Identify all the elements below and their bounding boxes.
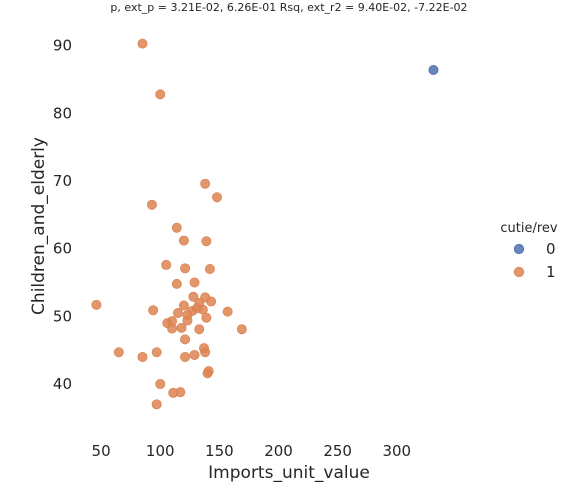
- legend-label: 0: [546, 240, 556, 258]
- x-tick-label: 150: [205, 442, 234, 460]
- y-tick-label: 40: [53, 375, 72, 393]
- legend-entries: 01: [513, 240, 556, 281]
- legend-label: 1: [546, 263, 556, 281]
- data-point-series-1: [172, 307, 183, 318]
- data-point-series-1: [151, 399, 162, 410]
- x-tick-label: 50: [92, 442, 111, 460]
- y-axis-ticks: 40 50 60 70 80 90: [53, 37, 72, 393]
- data-point-series-1: [236, 324, 247, 335]
- legend-marker: [513, 266, 525, 278]
- data-point-series-1: [189, 349, 200, 360]
- data-points: [91, 38, 439, 410]
- data-point-series-1: [180, 263, 191, 274]
- data-point-series-1: [178, 300, 189, 311]
- data-point-series-1: [222, 306, 233, 317]
- x-tick-label: 200: [264, 442, 293, 460]
- y-tick-label: 60: [53, 240, 72, 258]
- data-point-series-1: [155, 89, 166, 100]
- data-point-series-1: [180, 334, 191, 345]
- data-point-series-1: [212, 192, 223, 203]
- y-tick-label: 50: [53, 307, 72, 325]
- data-point-series-1: [151, 347, 162, 358]
- data-point-series-1: [155, 379, 166, 390]
- data-point-series-1: [148, 305, 159, 316]
- data-point-series-1: [137, 38, 148, 49]
- x-tick-label: 250: [323, 442, 352, 460]
- y-axis-label: Children_and_elderly: [29, 137, 49, 315]
- data-point-series-1: [202, 368, 213, 379]
- data-point-series-1: [200, 178, 211, 189]
- data-point-series-1: [167, 323, 178, 334]
- data-point-series-1: [201, 236, 212, 247]
- data-point-series-1: [161, 259, 172, 270]
- data-point-series-1: [180, 351, 191, 362]
- x-tick-label: 300: [382, 442, 411, 460]
- data-point-series-1: [176, 322, 187, 333]
- data-point-series-1: [171, 278, 182, 289]
- data-point-series-1: [204, 263, 215, 274]
- chart-title: p, ext_p = 3.21E-02, 6.26E-01 Rsq, ext_r…: [110, 1, 467, 14]
- data-point-series-1: [194, 324, 205, 335]
- data-point-series-1: [168, 387, 179, 398]
- data-point-series-1: [91, 299, 102, 310]
- data-point-series-1: [113, 347, 124, 358]
- data-point-series-1: [206, 296, 217, 307]
- data-point-series-1: [178, 235, 189, 246]
- data-point-series-1: [137, 351, 148, 362]
- data-point-series-1: [171, 222, 182, 233]
- y-tick-label: 70: [53, 172, 72, 190]
- data-point-series-1: [146, 199, 157, 210]
- y-tick-label: 90: [53, 37, 72, 55]
- legend-marker: [513, 243, 525, 255]
- data-point-series-1: [188, 291, 199, 302]
- y-tick-label: 80: [53, 104, 72, 122]
- data-point-series-1: [182, 315, 193, 326]
- data-point-series-0: [428, 65, 439, 76]
- x-axis-ticks: 50 100 150 200 250 300: [92, 442, 412, 460]
- x-tick-label: 100: [146, 442, 175, 460]
- data-point-series-1: [201, 312, 212, 323]
- legend: cutie/rev 01: [500, 221, 558, 281]
- x-axis-label: Imports_unit_value: [208, 463, 370, 483]
- data-point-series-1: [200, 347, 211, 358]
- data-point-series-1: [189, 277, 200, 288]
- legend-title: cutie/rev: [500, 221, 558, 236]
